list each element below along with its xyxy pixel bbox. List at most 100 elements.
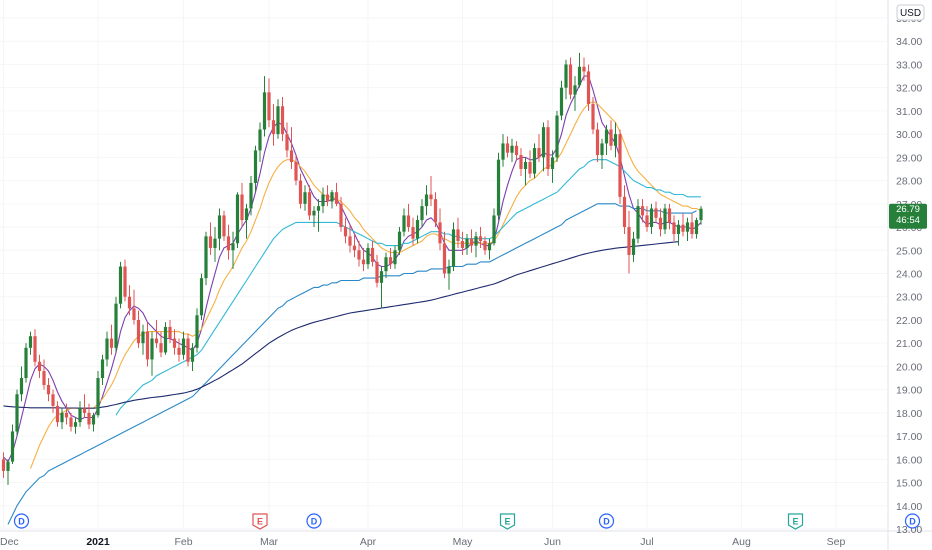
moving-average-line [29,100,702,469]
candle-body [289,150,294,163]
event-marker: E [787,513,804,530]
candle [469,229,474,253]
candle-body [298,180,303,204]
candle [339,196,343,232]
candle-body [690,222,694,235]
candle [636,199,640,244]
candle-body [321,194,325,207]
candle [555,110,559,163]
candle-body [609,129,613,146]
candle [244,203,249,239]
candle-body [456,229,460,241]
candle-body [420,206,424,221]
candle-body [496,159,501,216]
currency-label[interactable]: USD [896,4,925,21]
candle [568,57,573,100]
candle-body [280,106,285,135]
candle [316,199,321,232]
candle-body [28,336,33,348]
candle-body [42,371,46,385]
candle-body [348,236,352,246]
candle-body [384,257,388,272]
candle-body [168,326,172,339]
candle-body [699,208,703,221]
candle-body [190,347,195,362]
candle-body [177,347,181,355]
dividend-marker-circle [904,513,921,529]
y-tick-label: 20.00 [896,361,922,373]
candle [514,141,519,160]
time-axis[interactable]: Dec 2021 Feb Mar Apr May Jun Jul Aug Sep [0,536,845,548]
candle [109,324,114,355]
candle [249,175,253,216]
candle [253,145,258,193]
candle [343,217,348,244]
price-axis[interactable]: 13.0014.0015.0016.0017.0018.0019.0020.00… [896,13,922,536]
candle-body [253,150,258,183]
candle [370,240,375,267]
candle-body [10,431,15,462]
candle-body [325,194,330,202]
candle [384,252,388,279]
candle-body [136,319,141,344]
event-marker: E [499,513,516,530]
candle-body [330,192,334,202]
candle-body [172,338,177,348]
candle-body [402,215,406,232]
candle [303,185,307,211]
candle [186,333,190,367]
candle [582,57,586,81]
candle-body [631,238,636,255]
candle-body [672,222,676,235]
candle-body [555,115,559,158]
candlestick-series [1,52,703,485]
earnings-marker-shape [252,513,268,530]
y-tick-label: 14.00 [896,501,922,513]
event-marker-letter: E [257,516,263,526]
candle-body [415,220,420,239]
candle [447,259,451,290]
candle-body [276,106,280,135]
candle-body [114,303,118,348]
candle-body [87,412,91,425]
y-tick-label: 34.00 [896,36,922,48]
dividend-marker-circle [13,513,30,529]
x-tick-label: Feb [174,536,192,548]
candle [532,143,537,179]
x-tick-label: 2021 [86,536,110,548]
candle-body [550,157,555,169]
last-price-box [889,203,927,229]
candle-body [181,338,186,355]
y-tick-label: 16.00 [896,454,922,466]
candle [334,182,339,207]
candle-body [681,224,685,232]
candle [501,134,505,167]
candle-body [483,240,487,251]
candle-body [82,408,87,413]
candle-body [366,247,370,265]
candle [307,185,312,221]
event-marker: D [598,513,615,529]
candle-body [312,210,316,216]
dividend-marker-circle [598,513,615,529]
candle-body [573,85,577,95]
candle [28,331,33,355]
candle-body [303,192,307,204]
candle [550,150,555,183]
candle-body [15,394,19,432]
moving-average-line [3,75,702,463]
candle [37,354,42,379]
candle [609,120,613,151]
candle [366,243,370,269]
x-tick-label: Jun [544,536,561,548]
candle-body [96,378,100,416]
candle-body [141,331,145,344]
candle [474,231,478,258]
candle [159,331,163,358]
candle [172,329,177,355]
candle [510,138,514,163]
candle [231,231,235,269]
candle-body [361,259,366,265]
